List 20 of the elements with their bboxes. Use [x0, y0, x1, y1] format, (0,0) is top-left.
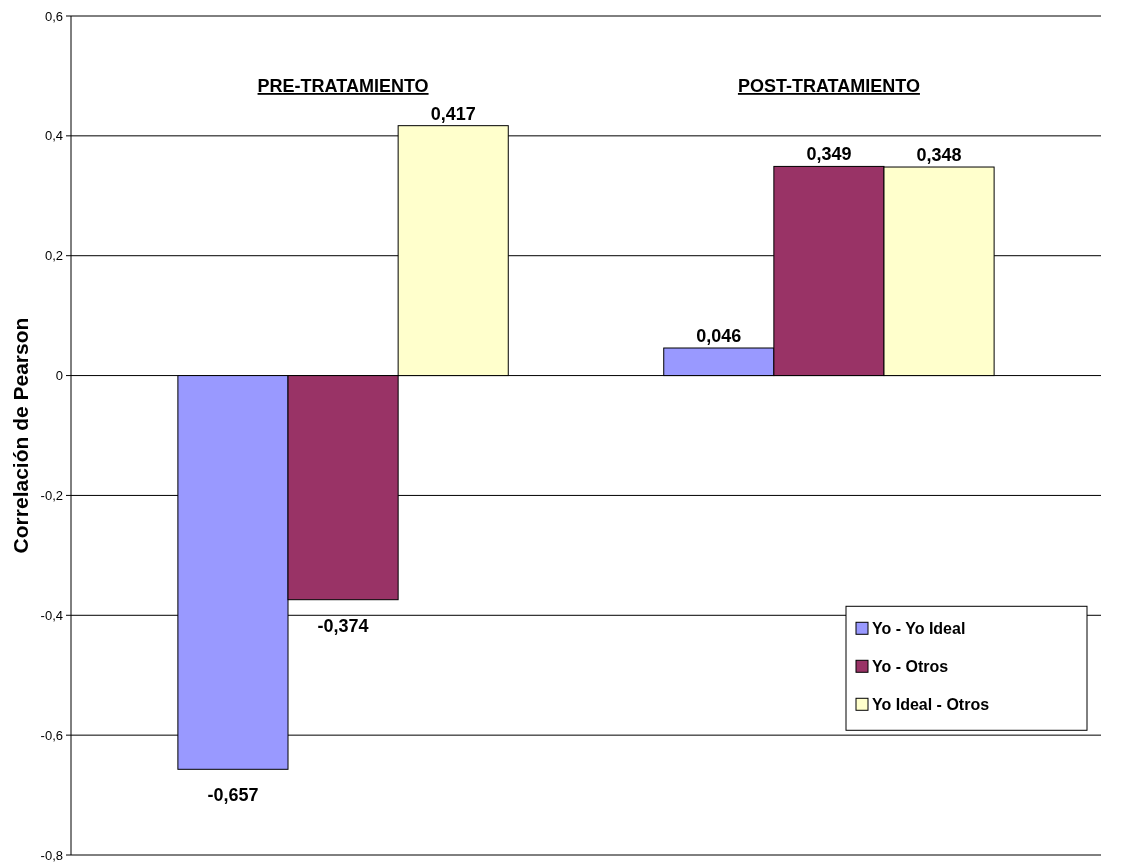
data-label: 0,046: [696, 326, 742, 346]
legend-label: Yo - Otros: [872, 657, 949, 675]
legend-label: Yo - Yo Ideal: [872, 619, 966, 637]
legend-label: Yo Ideal - Otros: [872, 695, 990, 713]
y-axis-title: Correlación de Pearson: [9, 317, 32, 554]
y-tick-label: -0,6: [40, 727, 63, 743]
data-label: 0,349: [806, 144, 852, 165]
y-tick-label: -0,8: [40, 847, 63, 863]
y-tick-label: -0,2: [40, 487, 63, 503]
data-label: -0,657: [207, 785, 259, 806]
x-tick-label: POST-TRATAMIENTO: [737, 76, 920, 96]
data-label: 0,348: [916, 145, 962, 166]
y-tick-label: 0: [55, 368, 63, 384]
y-tick-label: -0,4: [40, 607, 63, 623]
y-tick-label: 0,2: [44, 248, 63, 264]
x-tick-label: PRE-TRATAMIENTO: [257, 76, 429, 96]
y-tick-label: 0,4: [44, 128, 63, 144]
data-label: -0,374: [317, 615, 369, 636]
data-label: 0,417: [430, 103, 476, 124]
y-tick-label: 0,6: [44, 8, 63, 24]
